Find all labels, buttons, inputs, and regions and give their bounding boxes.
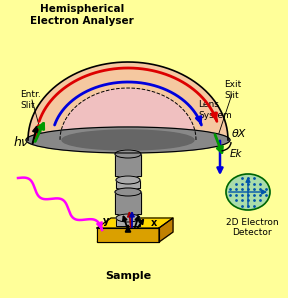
Text: θX: θX: [232, 129, 246, 139]
Text: Entr.
Slit: Entr. Slit: [20, 90, 41, 110]
Bar: [115, 154, 141, 176]
Ellipse shape: [62, 130, 194, 150]
Bar: [116, 218, 140, 226]
Polygon shape: [97, 218, 173, 228]
Bar: [115, 154, 141, 176]
Polygon shape: [60, 88, 196, 140]
Text: Ek: Ek: [230, 149, 242, 159]
Ellipse shape: [116, 176, 140, 184]
Polygon shape: [97, 232, 173, 242]
Bar: [116, 218, 140, 226]
Polygon shape: [28, 62, 228, 140]
Ellipse shape: [226, 174, 270, 210]
Text: Exit
Slit: Exit Slit: [224, 80, 241, 100]
Ellipse shape: [116, 214, 140, 222]
Bar: [116, 180, 140, 188]
Text: x: x: [151, 218, 157, 228]
Ellipse shape: [26, 127, 230, 153]
Ellipse shape: [115, 150, 141, 158]
Text: Sample: Sample: [105, 271, 151, 281]
Text: y: y: [103, 216, 109, 226]
Polygon shape: [97, 228, 159, 242]
Text: 2D Electron
Detector: 2D Electron Detector: [226, 218, 278, 238]
Text: Lens
System: Lens System: [198, 100, 232, 120]
Text: hν: hν: [14, 136, 29, 150]
Bar: [116, 180, 140, 188]
Bar: [115, 192, 141, 214]
Polygon shape: [159, 218, 173, 242]
Bar: [115, 192, 141, 214]
Text: Hemispherical
Electron Analyser: Hemispherical Electron Analyser: [30, 4, 134, 26]
Ellipse shape: [115, 188, 141, 196]
